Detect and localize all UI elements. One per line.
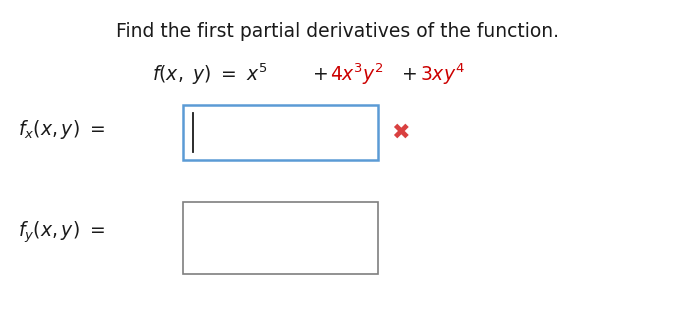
Text: $\mathit{4x}^3\mathit{y}^2$: $\mathit{4x}^3\mathit{y}^2$ <box>330 61 384 87</box>
Text: ✖: ✖ <box>391 122 409 143</box>
Text: $\mathit{f}_x(\mathit{x},\mathit{y})\ =$: $\mathit{f}_x(\mathit{x},\mathit{y})\ =$ <box>18 118 105 140</box>
Text: $\ +\ $: $\ +\ $ <box>303 64 328 83</box>
Text: $\mathit{f}_y(\mathit{x},\mathit{y})\ =$: $\mathit{f}_y(\mathit{x},\mathit{y})\ =$ <box>18 219 105 245</box>
Text: $\ +\ $: $\ +\ $ <box>392 64 417 83</box>
Bar <box>183 105 378 160</box>
Bar <box>183 202 378 274</box>
Text: $\mathit{3xy}^4$: $\mathit{3xy}^4$ <box>420 61 464 87</box>
Text: Find the first partial derivatives of the function.: Find the first partial derivatives of th… <box>115 22 559 41</box>
Text: $\mathit{f}(\mathit{x},\ \mathit{y})\ =\ \mathit{x}^5$: $\mathit{f}(\mathit{x},\ \mathit{y})\ =\… <box>152 61 268 87</box>
